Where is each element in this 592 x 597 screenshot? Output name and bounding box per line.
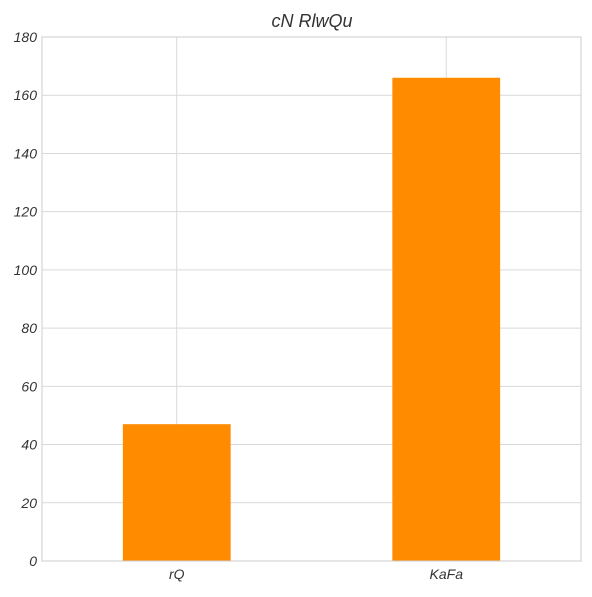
y-axis-ticks: 0 20 40 60 80 100 120 140 160 180 (14, 29, 38, 569)
bar-KaFa (392, 77, 501, 561)
bar-rQ (122, 424, 231, 561)
y-tick-label: 100 (14, 262, 38, 278)
bars (122, 77, 501, 561)
y-tick-label: 140 (14, 145, 38, 161)
chart-title: cN RlwQu (271, 11, 352, 31)
x-tick-label: KaFa (430, 566, 464, 582)
x-axis-ticks: rQ KaFa (169, 566, 463, 582)
y-tick-label: 160 (14, 87, 38, 103)
x-tick-label: rQ (169, 566, 185, 582)
y-tick-label: 80 (21, 320, 37, 336)
y-tick-label: 180 (14, 29, 38, 45)
y-tick-label: 20 (20, 495, 37, 511)
y-tick-label: 40 (21, 437, 37, 453)
y-tick-label: 0 (29, 553, 37, 569)
plot-frame (41, 36, 582, 562)
y-tick-label: 120 (14, 204, 38, 220)
y-tick-label: 60 (21, 378, 37, 394)
